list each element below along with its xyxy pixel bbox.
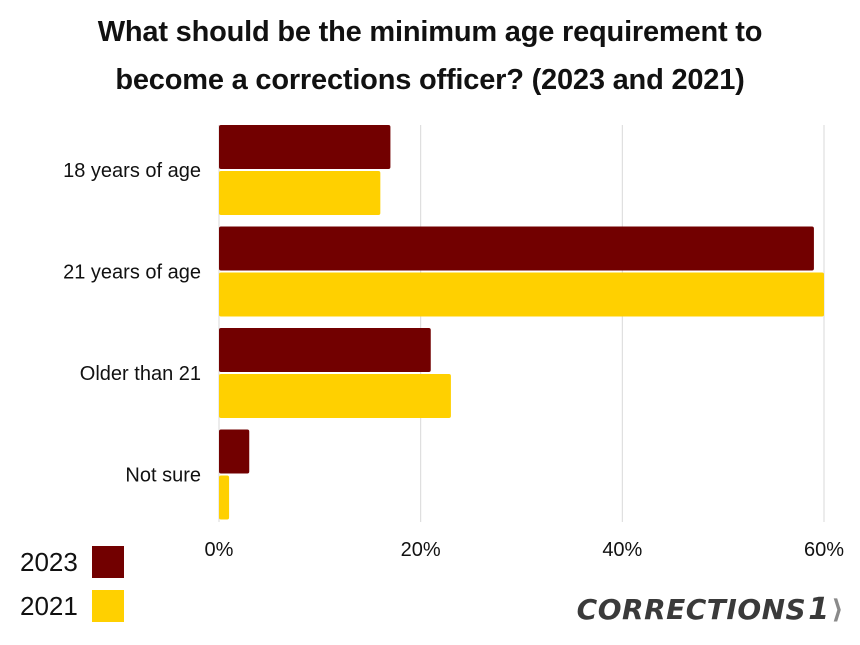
corrections1-logo: CORRECTIONS 1 ⟩ — [577, 592, 844, 627]
bar-2023-0 — [219, 125, 391, 169]
x-tick-label-0: 0% — [205, 539, 234, 561]
legend-swatch-2021 — [92, 590, 124, 622]
legend-label-2023: 2023 — [20, 546, 78, 577]
x-tick-label-40: 40% — [602, 539, 642, 561]
bars — [219, 125, 824, 520]
x-tick-label-20: 20% — [401, 539, 441, 561]
chart-title-line-2: become a corrections officer? (2023 and … — [115, 64, 745, 96]
logo-number: 1 — [808, 592, 830, 627]
bar-2021-0 — [219, 171, 381, 215]
legend-item-2021: 2021 — [20, 584, 124, 628]
bar-2021-1 — [219, 272, 824, 317]
logo-wordmark: CORRECTIONS — [576, 593, 807, 626]
category-labels: 18 years of age 21 years of age Older than… — [63, 160, 201, 487]
chart-title-line-1: What should be the minimum age requireme… — [97, 16, 763, 48]
logo-chevron-icon: ⟩ — [831, 594, 844, 625]
legend-label-2021: 2021 — [20, 590, 78, 621]
category-label-3: Not sure — [125, 465, 201, 487]
legend-swatch-2023 — [92, 546, 124, 578]
bar-2021-2 — [219, 374, 451, 418]
bar-2023-1 — [219, 226, 814, 271]
legend: 2023 2021 — [20, 540, 124, 628]
category-label-2: Older than 21 — [80, 363, 201, 385]
category-label-0: 18 years of age — [63, 160, 201, 182]
bar-2023-2 — [219, 328, 431, 372]
category-label-1: 21 years of age — [63, 262, 201, 284]
bar-2021-3 — [219, 475, 230, 520]
chart-title: What should be the minimum age requireme… — [0, 8, 860, 104]
x-axis-ticks: 0% 20% 40% 60% — [205, 539, 845, 561]
x-tick-label-60: 60% — [804, 539, 844, 561]
bar-2023-3 — [219, 429, 250, 474]
legend-item-2023: 2023 — [20, 540, 124, 584]
